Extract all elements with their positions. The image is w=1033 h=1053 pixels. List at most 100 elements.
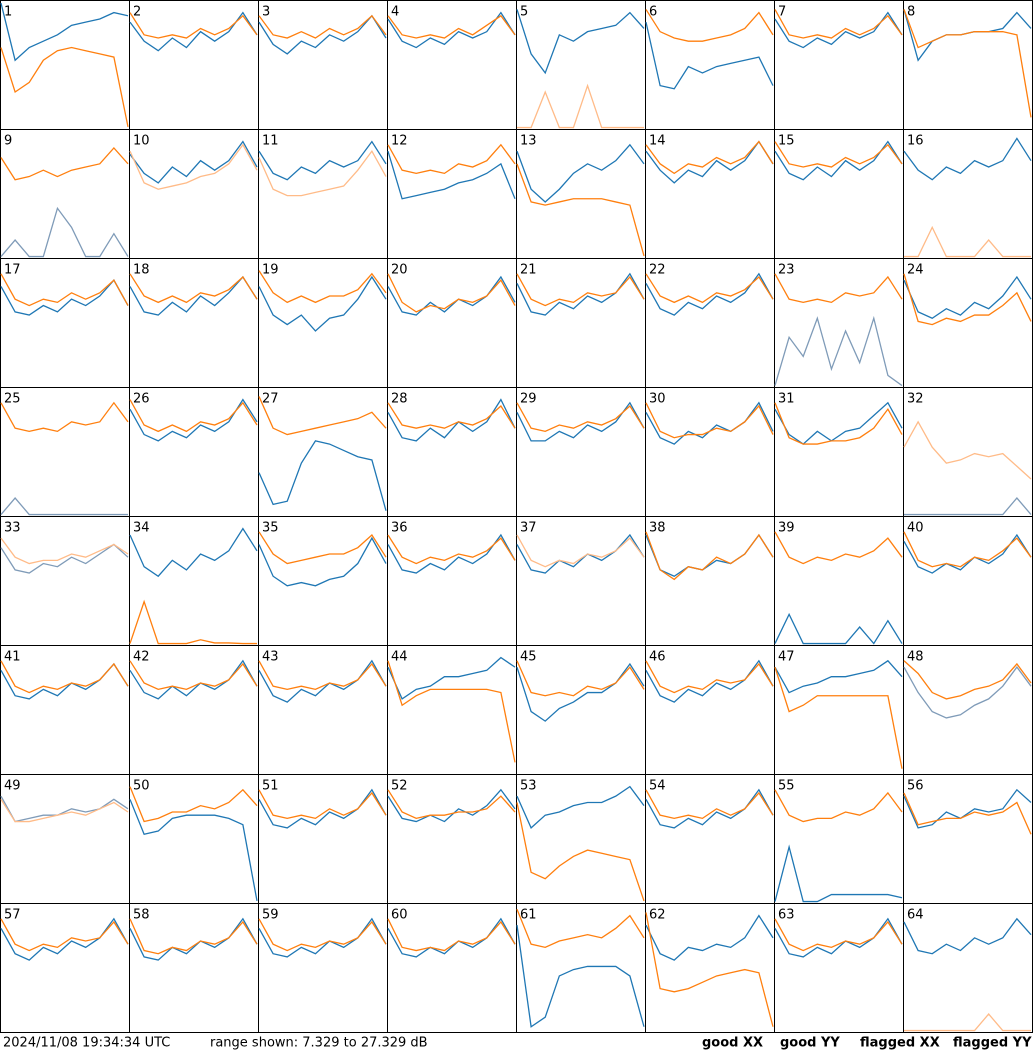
- panel-label: 24: [907, 263, 924, 278]
- spectrum-yy: [516, 660, 645, 697]
- panel-label: 37: [520, 521, 537, 536]
- spectrum-yy: [645, 9, 774, 42]
- spectrum-yy: [0, 918, 129, 952]
- spectrum-yy: [387, 918, 516, 952]
- spectrum-xx: [774, 612, 903, 645]
- spectrum-yy: [258, 14, 387, 39]
- panel-label: 17: [4, 263, 21, 278]
- spectrum-xx: [0, 279, 129, 316]
- spectrum-xx: [387, 150, 516, 200]
- spectrum-xx: [645, 140, 774, 184]
- spectrum-yy: [516, 273, 645, 307]
- panel-label: 4: [391, 5, 399, 20]
- panel-label: 54: [649, 779, 666, 794]
- panel-label: 13: [520, 134, 537, 149]
- spectrum-xx: [904, 497, 1032, 516]
- legend-entry: flagged XX: [860, 1036, 940, 1051]
- panel-label: 14: [649, 134, 666, 149]
- legend-entry: good YY: [780, 1036, 840, 1051]
- panel-label: 18: [133, 263, 150, 278]
- spectrum-yy: [645, 402, 774, 439]
- spectrum-xx: [645, 788, 774, 829]
- spectrum-yy: [387, 789, 516, 820]
- spectrum-xx: [516, 785, 645, 829]
- spectrum-yy: [129, 918, 258, 955]
- spectrum-yy: [774, 273, 903, 304]
- legend-entry: flagged YY: [953, 1036, 1032, 1051]
- spectrum-yy: [129, 273, 258, 304]
- spectrum-yy: [387, 534, 516, 565]
- spectrum-yy: [0, 798, 129, 823]
- spectrum-xx: [129, 140, 258, 184]
- spectrum-yy: [129, 660, 258, 691]
- legend-entry: good XX: [702, 1036, 763, 1051]
- panel-label: 33: [4, 521, 21, 536]
- panel-label: 29: [520, 392, 537, 407]
- spectrum-yy: [774, 918, 903, 952]
- spectrum-xx: [258, 440, 387, 511]
- spectrum-yy: [645, 140, 774, 175]
- panel: 62: [645, 903, 775, 1033]
- spectrum-yy: [904, 225, 1031, 258]
- panel: 63: [774, 903, 904, 1033]
- panel-label: 3: [262, 5, 270, 20]
- panel-label: 9: [4, 134, 12, 149]
- spectrum-xx: [258, 788, 387, 829]
- panel-label: 30: [649, 392, 666, 407]
- spectrum-yy: [258, 270, 387, 304]
- spectrum-yy: [516, 163, 645, 257]
- spectrum-xx: [774, 315, 903, 387]
- panel: 58: [129, 903, 259, 1033]
- panel-label: 48: [907, 650, 924, 665]
- panel: 57: [0, 903, 130, 1033]
- spectrum-yy: [0, 401, 129, 433]
- spectrum-yy: [774, 789, 903, 823]
- panel-label: 47: [778, 650, 795, 665]
- spectrum-yy: [774, 9, 903, 39]
- panel-label: 39: [778, 521, 795, 536]
- spectrum-xx: [258, 140, 387, 181]
- spectrum-xx: [516, 662, 645, 722]
- panel-label: 51: [262, 779, 279, 794]
- panel-label: 57: [4, 908, 21, 923]
- spectrum-xx: [258, 917, 387, 958]
- spectrum-xx: [516, 272, 645, 316]
- panel-label: 45: [520, 650, 537, 665]
- spectrum-yy: [903, 9, 1032, 118]
- panel-label: 34: [133, 521, 150, 536]
- spectrum-xx: [0, 917, 129, 961]
- spectrum-xx: [129, 799, 258, 902]
- panel-label: 50: [133, 779, 150, 794]
- spectrum-yy: [387, 143, 516, 175]
- spectrum-xx: [903, 917, 1032, 955]
- panel-label: 52: [391, 779, 408, 794]
- spectrum-yy: [387, 14, 516, 39]
- panel-label: 46: [649, 650, 666, 665]
- spectrum-xx: [387, 788, 516, 823]
- spectrum-yy: [903, 531, 1032, 568]
- spectrum-xx: [774, 844, 903, 903]
- spectrum-xx: [258, 536, 387, 587]
- panel-label: 10: [133, 134, 150, 149]
- panel-label: 16: [907, 134, 924, 149]
- spectrum-yy: [258, 396, 387, 436]
- spectrum-yy: [258, 918, 387, 952]
- spectrum-xx: [903, 275, 1032, 319]
- spectrum-xx: [129, 659, 258, 700]
- panel-label: 58: [133, 908, 150, 923]
- spectrum-xx: [387, 917, 516, 958]
- spectrum-xx: [129, 527, 258, 578]
- spectrum-yy: [774, 402, 903, 445]
- spectrum-yy: [645, 531, 774, 581]
- spectrum-yy: [645, 273, 774, 304]
- panel-label: 26: [133, 392, 150, 407]
- spectrum-yy: [387, 660, 516, 763]
- spectrum-yy: [129, 786, 258, 823]
- panel-label: 19: [262, 263, 279, 278]
- panel-label: 59: [262, 908, 279, 923]
- panel-label: 41: [4, 650, 21, 665]
- panel-label: 2: [133, 5, 141, 20]
- spectrum-yy: [645, 660, 774, 694]
- spectrum-xx: [387, 11, 516, 49]
- spectrum-xx: [516, 925, 645, 1028]
